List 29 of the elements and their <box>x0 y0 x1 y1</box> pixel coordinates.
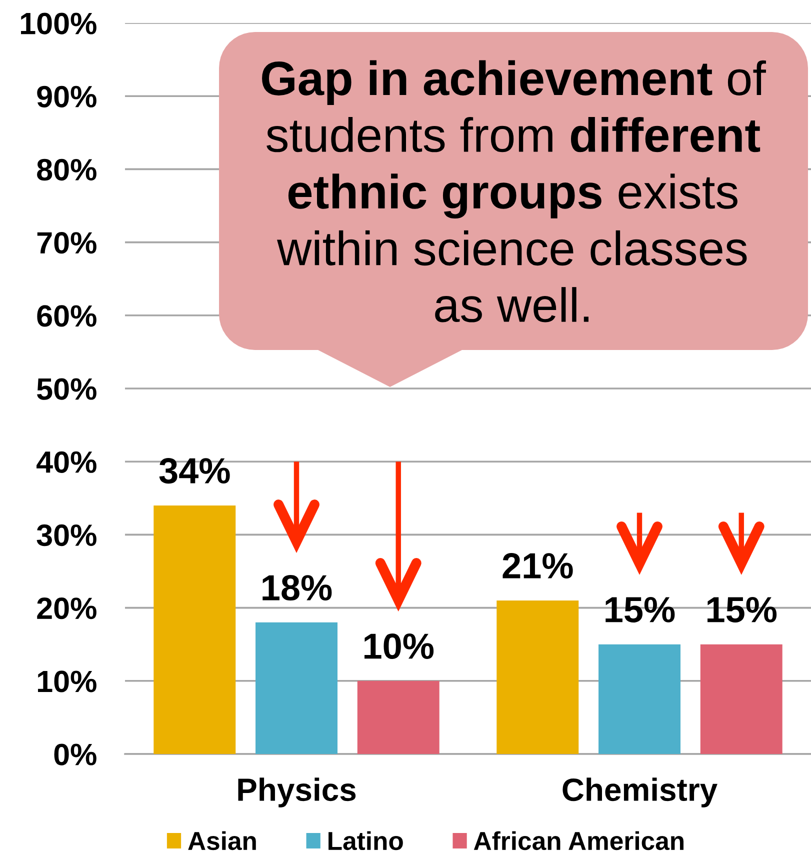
x-tick-label: Chemistry <box>562 778 718 808</box>
bar <box>496 600 579 754</box>
data-label: 10% <box>364 633 434 660</box>
y-tick-label: 70% <box>37 232 96 254</box>
legend-label: African American <box>474 831 684 850</box>
y-tick-label: 100% <box>21 12 96 34</box>
bar <box>598 644 680 754</box>
y-tick-label: 30% <box>36 524 96 546</box>
data-label: 21% <box>502 553 573 579</box>
x-tick-label: Physics <box>238 778 356 808</box>
data-label: 15% <box>708 597 777 622</box>
y-tick-label: 10% <box>38 670 96 692</box>
y-tick-label: 20% <box>37 598 96 620</box>
y-tick-label: 0% <box>54 744 96 766</box>
data-label: 34% <box>159 458 230 484</box>
y-tick-label: 90% <box>37 86 96 108</box>
y-tick-label: 40% <box>36 451 96 473</box>
text: Gap in achievement of students from different ethnic groups exists within science classes as well. <box>262 60 766 322</box>
bar <box>256 622 338 754</box>
y-tick-label: 80% <box>37 158 96 181</box>
bar <box>154 505 236 754</box>
legend-label: Asian <box>188 831 256 850</box>
legend-label: Latino <box>328 831 403 850</box>
data-label: 15% <box>606 597 675 622</box>
y-tick-label: 60% <box>37 305 96 327</box>
bar <box>700 644 782 754</box>
bar <box>357 680 440 754</box>
data-label: 18% <box>262 574 332 601</box>
y-tick-label: 50% <box>37 378 96 400</box>
